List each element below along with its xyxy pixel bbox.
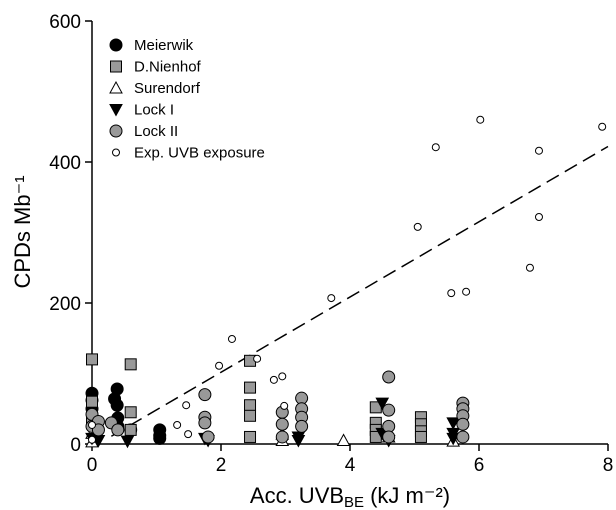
point: [431, 143, 440, 152]
point: [88, 420, 96, 429]
trend-line: [110, 145, 609, 437]
point: [111, 423, 125, 437]
point: [413, 222, 422, 231]
legend-label: Lock II: [134, 123, 178, 140]
x-tick-label: 8: [603, 455, 614, 476]
legend-label: Lock I: [134, 102, 174, 119]
point: [124, 358, 137, 371]
point: [382, 370, 396, 384]
point: [269, 375, 278, 384]
x-label-text: Acc. UVB: [250, 483, 344, 508]
point: [414, 430, 427, 443]
legend-marker: [109, 104, 123, 117]
point: [124, 406, 137, 419]
point: [462, 287, 471, 296]
legend-marker: [109, 124, 123, 138]
point: [244, 399, 257, 412]
point: [534, 212, 543, 221]
y-tick-label: 0: [70, 435, 81, 456]
point: [327, 294, 336, 303]
legend-marker: [110, 60, 122, 73]
point: [375, 397, 390, 411]
point: [215, 361, 224, 370]
legend-marker: [109, 38, 123, 52]
legend-label: Exp. UVB exposure: [134, 145, 265, 162]
point: [124, 423, 137, 436]
point: [184, 430, 193, 439]
point: [280, 401, 289, 410]
legend-label: Surendorf: [134, 80, 201, 97]
point: [86, 353, 98, 366]
x-tick-label: 2: [216, 455, 227, 476]
point: [598, 122, 607, 131]
point: [456, 417, 470, 431]
x-tick-label: 4: [345, 455, 356, 476]
point: [291, 434, 306, 448]
point: [525, 263, 534, 272]
point: [110, 398, 124, 412]
legend-marker: [112, 148, 120, 157]
point: [275, 430, 289, 444]
point: [244, 430, 257, 443]
point: [153, 431, 167, 445]
x-label-unit: (kJ m⁻²): [370, 483, 450, 508]
point: [120, 435, 135, 449]
y-axis-label: CPDs Mb⁻¹: [10, 175, 35, 288]
point: [382, 430, 396, 444]
point: [336, 433, 351, 446]
legend-marker: [109, 80, 123, 94]
x-tick-label: 6: [474, 455, 485, 476]
point: [446, 432, 461, 446]
point: [253, 354, 262, 363]
point: [476, 115, 485, 124]
point: [446, 417, 461, 430]
x-tick-label: 0: [87, 455, 98, 476]
point: [534, 146, 543, 155]
point: [278, 372, 287, 381]
point: [456, 430, 470, 444]
point: [173, 420, 182, 429]
point: [88, 435, 96, 444]
point: [198, 416, 212, 430]
point: [295, 419, 309, 433]
x-label-sub: BE: [344, 494, 364, 510]
legend-label: D.Nienhof: [134, 59, 202, 76]
x-axis-label: Acc. UVBBE (kJ m⁻²): [250, 483, 450, 510]
point: [227, 334, 236, 343]
point: [201, 430, 215, 444]
point: [447, 289, 456, 298]
legend-label: Meierwik: [134, 37, 194, 54]
point: [382, 403, 396, 417]
point: [275, 417, 289, 431]
y-tick-label: 200: [49, 294, 81, 315]
point: [86, 395, 98, 408]
point: [182, 401, 191, 410]
point: [198, 388, 212, 402]
y-tick-label: 400: [49, 153, 81, 174]
point: [244, 409, 257, 422]
point: [244, 381, 257, 394]
y-tick-label: 600: [49, 12, 81, 33]
